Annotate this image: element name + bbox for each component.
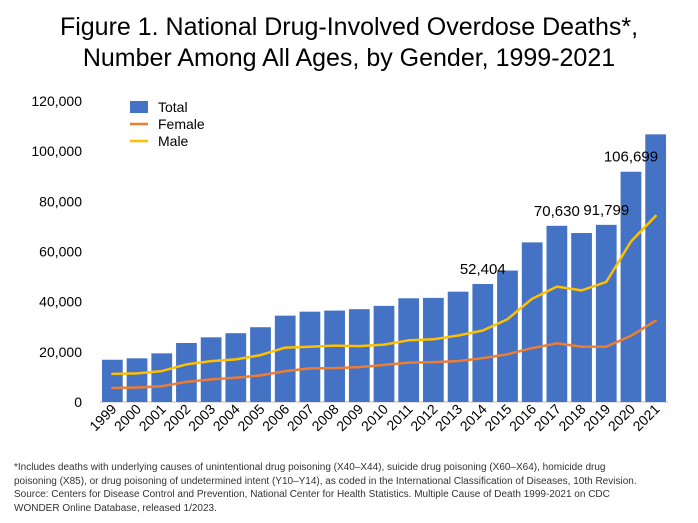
line-male [111, 214, 657, 376]
line-female [111, 319, 657, 390]
bar-total [447, 291, 469, 402]
y-tick-label: 40,000 [39, 294, 82, 310]
bar-total [151, 353, 173, 402]
x-tick-label: 2001 [136, 401, 169, 434]
legend-label-female: Female [158, 116, 205, 132]
footnote: *Includes deaths with underlying causes … [14, 461, 690, 515]
x-tick-label: 2000 [111, 401, 144, 434]
bar-total [645, 134, 667, 402]
chart-title-line-1: Figure 1. National Drug-Involved Overdos… [59, 13, 639, 41]
bar-total [126, 358, 148, 402]
x-tick-label: 2006 [259, 401, 292, 434]
y-tick-label: 80,000 [39, 193, 82, 209]
x-tick-label: 2014 [457, 401, 490, 434]
x-tick-label: 2015 [481, 401, 514, 434]
y-tick-label: 60,000 [39, 244, 82, 260]
bar-total [176, 343, 197, 402]
bar-total [497, 270, 518, 402]
x-tick-label: 2005 [234, 401, 267, 434]
x-tick-label: 2003 [185, 401, 218, 434]
footnote-line-3: Source: Centers for Disease Control and … [14, 489, 610, 500]
data-label: 52,404 [460, 261, 506, 278]
bar-total [225, 333, 247, 402]
y-tick-label: 20,000 [39, 344, 82, 360]
x-tick-label: 2017 [531, 401, 564, 434]
x-tick-label: 2002 [160, 401, 193, 434]
bar-total [299, 311, 321, 402]
bar-total [620, 171, 642, 402]
bar-total [101, 359, 123, 402]
bar-total [546, 225, 568, 402]
overdose-chart: 0 20,000 40,000 60,000 80,000 100,000 120,000 5… [31, 93, 668, 434]
y-tick-label: 100,000 [31, 143, 82, 159]
bar-total [423, 297, 444, 402]
x-tick-label: 2019 [580, 401, 613, 434]
bar-total [250, 327, 271, 402]
x-tick-label: 2012 [407, 401, 440, 434]
x-tick-label: 2009 [333, 401, 366, 434]
bar-total [348, 309, 370, 402]
y-tick-label: 0 [74, 394, 82, 410]
data-label: 91,799 [583, 202, 629, 219]
bar-total [595, 224, 617, 402]
footnote-line-4: WONDER Online Database, released 1/2023. [14, 502, 217, 514]
x-tick-label: 2013 [432, 401, 465, 434]
bar-total [521, 242, 543, 402]
chart-title-line-2: Number Among All Ages, by Gender, 1999-2… [82, 44, 616, 72]
x-tick-label: 2018 [555, 401, 588, 434]
x-tick-label: 2010 [358, 401, 391, 434]
bar-total [398, 298, 420, 402]
bar-total [472, 283, 494, 402]
chart-title: Figure 1. National Drug-Involved Overdos… [0, 12, 698, 74]
bar-total [274, 315, 296, 402]
y-tick-label: 120,000 [31, 93, 82, 109]
x-tick-label: 2020 [605, 401, 638, 434]
bar-total [324, 310, 345, 402]
footnote-line-2: poisoning (X85), or drug poisoning of un… [14, 475, 637, 487]
x-tick-label: 2007 [284, 401, 317, 434]
legend-swatch-total [130, 101, 148, 113]
legend-label-male: Male [158, 133, 189, 149]
bar-total [571, 233, 592, 402]
data-label: 106,699 [604, 149, 658, 166]
bar-total [373, 305, 395, 402]
data-label: 70,630 [534, 203, 580, 220]
x-tick-label: 2016 [506, 401, 539, 434]
x-tick-label: 2021 [629, 401, 662, 434]
bar-total [200, 337, 222, 402]
x-tick-label: 2011 [383, 401, 416, 434]
footnote-line-1: *Includes deaths with underlying causes … [14, 462, 606, 473]
x-tick-label: 1999 [86, 401, 119, 434]
x-tick-label: 2008 [308, 401, 341, 434]
x-tick-label: 2004 [210, 401, 243, 434]
legend-label-total: Total [158, 99, 188, 115]
